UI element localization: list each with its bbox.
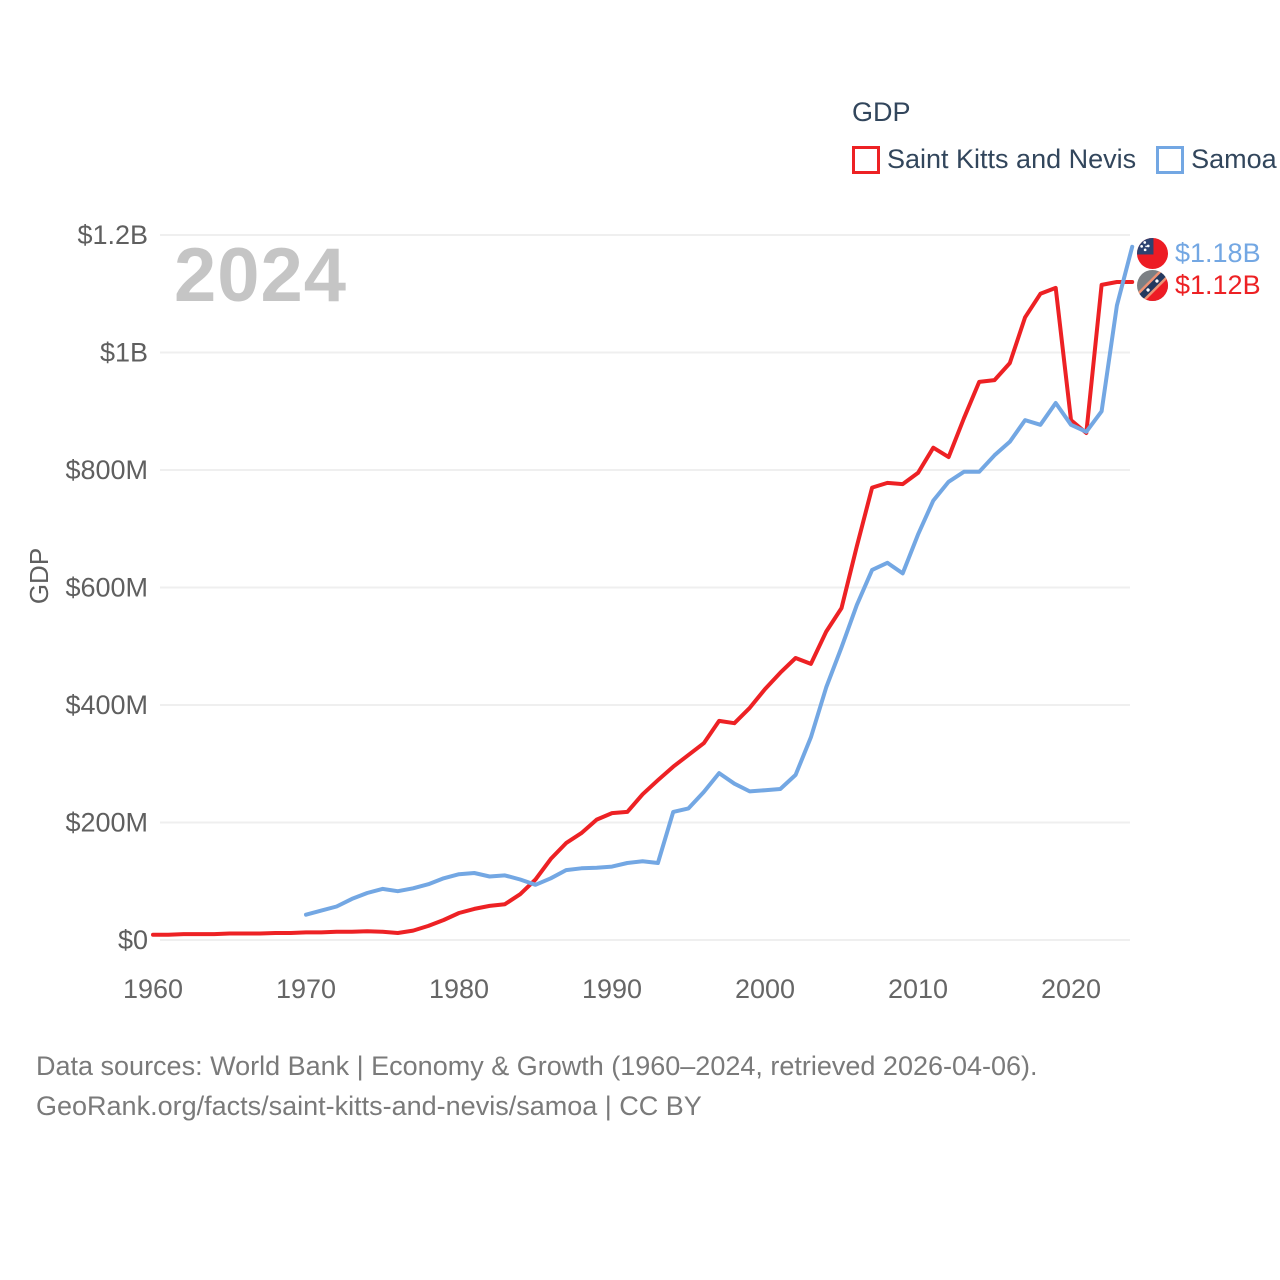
y-tick-label: $400M — [65, 690, 148, 720]
y-tick-label: $800M — [65, 455, 148, 485]
year-watermark: 2024 — [174, 233, 347, 318]
legend-swatch-samoa-icon — [1156, 145, 1185, 174]
x-tick-label: 1960 — [123, 974, 183, 1004]
x-tick-label: 1980 — [429, 974, 489, 1004]
chart-legend: GDP Saint Kitts and Nevis Samoa — [852, 97, 1277, 175]
series-line-samoa[interactable] — [304, 244, 1135, 917]
footer-sources: Data sources: World Bank | Economy & Gro… — [36, 1051, 1038, 1081]
gridlines — [160, 234, 1130, 941]
y-tick-label: $600M — [65, 573, 148, 603]
end-value-samoa: $1.18B — [1175, 238, 1261, 268]
legend-item-samoa[interactable]: Samoa — [1156, 144, 1277, 175]
end-label-saint-kitts-and-nevis[interactable]: $1.12B — [1137, 270, 1261, 301]
y-tick-label: $1B — [100, 338, 148, 368]
series-lines — [151, 244, 1135, 937]
end-label-samoa[interactable]: $1.18B — [1137, 238, 1261, 269]
y-axis-title: GDP — [24, 548, 54, 604]
y-axis-tick-labels: $0 $200M $400M $600M $800M $1B $1.2B — [65, 220, 148, 955]
x-tick-label: 2000 — [735, 974, 795, 1004]
series-line-saint-kitts-and-nevis[interactable] — [151, 280, 1135, 937]
x-tick-label: 1990 — [582, 974, 642, 1004]
legend-items: Saint Kitts and Nevis Samoa — [852, 144, 1277, 175]
samoa-flag-icon — [1137, 238, 1168, 269]
legend-label-saint-kitts: Saint Kitts and Nevis — [887, 144, 1137, 174]
legend-item-saint-kitts-and-nevis[interactable]: Saint Kitts and Nevis — [852, 144, 1136, 175]
y-tick-label: $200M — [65, 808, 148, 838]
footer: Data sources: World Bank | Economy & Gro… — [36, 1046, 1038, 1126]
legend-swatch-saint-kitts-icon — [852, 145, 880, 174]
end-value-saint-kitts: $1.12B — [1175, 270, 1261, 300]
x-axis-tick-labels: 1960 1970 1980 1990 2000 2010 2020 — [123, 974, 1101, 1004]
y-tick-label: $0 — [118, 925, 148, 955]
x-tick-label: 2020 — [1041, 974, 1101, 1004]
footer-attribution[interactable]: GeoRank.org/facts/saint-kitts-and-nevis/… — [36, 1091, 702, 1121]
x-tick-label: 1970 — [276, 974, 336, 1004]
saint-kitts-and-nevis-flag-icon — [1137, 270, 1168, 301]
legend-title: GDP — [852, 97, 911, 127]
y-tick-label: $1.2B — [77, 220, 148, 250]
x-tick-label: 2010 — [888, 974, 948, 1004]
legend-label-samoa: Samoa — [1191, 144, 1277, 174]
